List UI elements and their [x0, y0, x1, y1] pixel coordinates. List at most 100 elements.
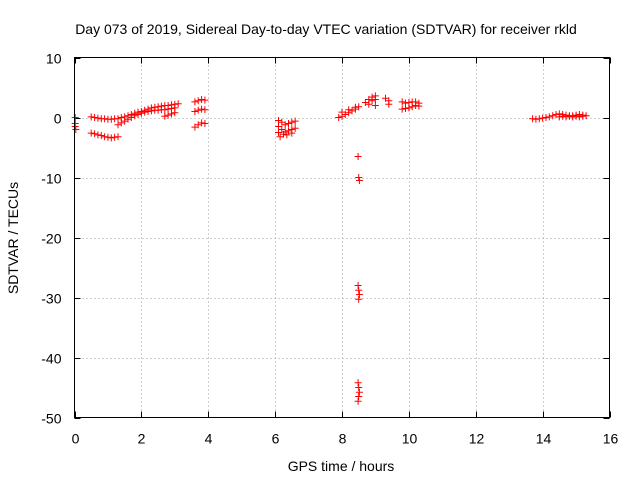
y-tick-label: -10 [41, 171, 61, 187]
data-point [91, 114, 99, 121]
y-tick-label: -50 [41, 411, 61, 427]
data-point [355, 177, 363, 184]
data-point [385, 100, 393, 108]
data-points [71, 92, 590, 405]
data-point [412, 102, 420, 109]
data-point [354, 282, 362, 289]
data-point [121, 117, 129, 125]
data-point [415, 102, 423, 110]
x-tick-label: 0 [72, 431, 80, 447]
data-point [72, 126, 80, 133]
data-point [371, 102, 379, 109]
chart-title: Day 073 of 2019, Sidereal Day-to-day VTE… [75, 21, 577, 37]
data-point [134, 111, 142, 118]
data-point [144, 108, 152, 115]
data-point [101, 133, 109, 141]
data-point [291, 117, 299, 125]
plot-frame [74, 57, 610, 418]
data-point [354, 153, 362, 160]
x-tick-label: 6 [272, 431, 280, 447]
data-point [107, 134, 115, 142]
data-point [275, 129, 282, 136]
data-point [371, 96, 379, 103]
data-point [345, 106, 353, 114]
data-point [542, 114, 550, 121]
data-point [201, 120, 209, 127]
data-point [107, 115, 115, 123]
data-point [402, 105, 409, 112]
data-point [114, 133, 122, 141]
data-point [355, 388, 363, 396]
data-point [194, 97, 202, 105]
data-point [348, 107, 356, 115]
data-point [87, 129, 95, 137]
data-point [191, 108, 199, 115]
data-point [569, 113, 577, 121]
data-point [97, 132, 105, 139]
y-tick-label: -40 [41, 351, 61, 367]
data-point [582, 112, 590, 120]
data-point [355, 174, 363, 181]
data-point [124, 115, 132, 123]
data-point [565, 112, 573, 120]
data-point [280, 130, 287, 138]
data-point [194, 106, 202, 114]
data-point [171, 109, 179, 117]
data-point [114, 121, 122, 129]
data-point [288, 118, 296, 126]
data-point [575, 113, 583, 121]
data-point [131, 112, 139, 120]
data-point [275, 123, 282, 130]
data-point [94, 131, 102, 139]
data-point [198, 119, 206, 127]
data-point [355, 393, 363, 400]
data-point [198, 96, 206, 103]
data-point [579, 112, 587, 120]
data-point [338, 108, 346, 116]
data-point [104, 133, 112, 141]
data-point [283, 131, 291, 139]
data-point [154, 106, 162, 114]
y-tick-label: -20 [41, 231, 61, 247]
data-point [194, 121, 202, 129]
data-point [71, 114, 79, 121]
x-tick-label: 10 [402, 431, 418, 447]
data-point [161, 112, 169, 120]
data-point [351, 103, 359, 111]
x-tick-label: 8 [339, 431, 347, 447]
data-point [281, 121, 289, 129]
data-point [355, 295, 363, 303]
data-point [137, 109, 145, 117]
data-point [201, 106, 209, 114]
data-point [141, 108, 149, 116]
x-axis-title: GPS time / hours [288, 458, 395, 474]
data-point [355, 103, 363, 111]
data-point [549, 112, 557, 120]
data-point [354, 379, 362, 387]
data-point [398, 98, 406, 106]
data-point [161, 106, 169, 114]
data-point [164, 105, 172, 113]
axis-ticks: 0 2 4 6 8 10 12 14 16 10 0 -10 -20 -30 -40 -50 [41, 51, 618, 447]
data-point [71, 123, 79, 130]
data-point [87, 113, 95, 121]
data-point [562, 113, 570, 121]
data-point [147, 107, 155, 115]
x-tick-label: 12 [469, 431, 485, 447]
data-point [355, 384, 363, 391]
data-point [572, 112, 580, 120]
y-tick-label: -30 [41, 291, 61, 307]
data-point [288, 129, 296, 137]
data-point [168, 110, 175, 118]
data-point [114, 115, 122, 123]
data-point [191, 98, 199, 106]
x-tick-label: 14 [536, 431, 552, 447]
data-point [532, 115, 540, 123]
x-tick-label: 2 [138, 431, 146, 447]
data-point [529, 115, 537, 123]
data-point [164, 111, 172, 119]
data-point [174, 100, 182, 108]
y-axis-title: SDTVAR / TECUs [5, 182, 21, 294]
data-point [555, 113, 563, 121]
